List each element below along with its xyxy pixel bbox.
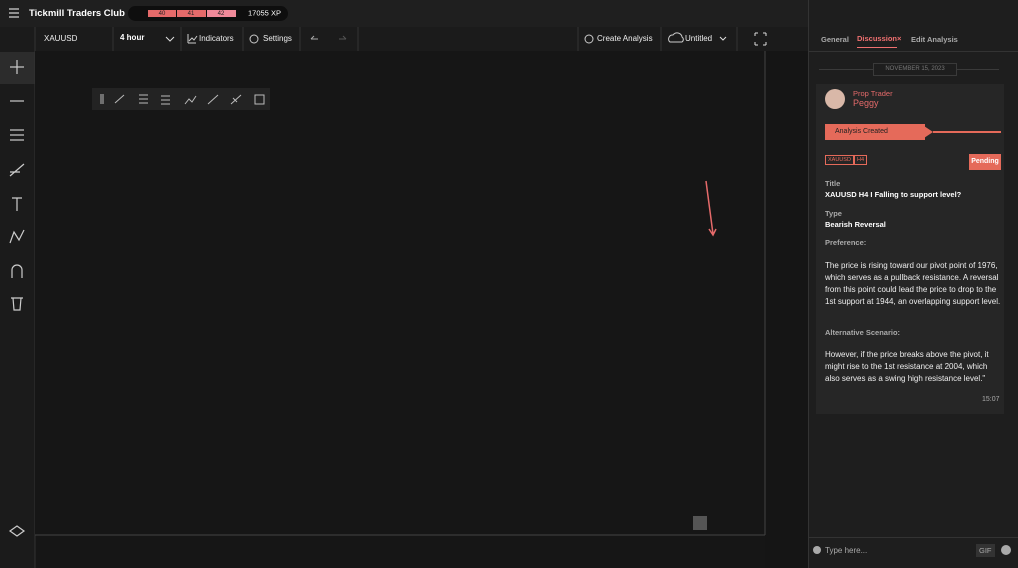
tab-active[interactable]: Discussion	[857, 34, 898, 48]
tag: H4	[854, 155, 868, 165]
cloud-icon[interactable]	[668, 32, 684, 43]
chart-app: Tickmill Traders Club 40 41 42 17055 XP …	[0, 6, 808, 568]
menu-icon[interactable]	[9, 8, 19, 18]
level-bar	[207, 10, 236, 17]
tools[interactable]	[8, 60, 26, 537]
dropdown-icon[interactable]	[719, 36, 727, 41]
emoji-button[interactable]	[1001, 545, 1011, 555]
tabs: General Discussion × Edit Analysis	[809, 27, 1018, 52]
date: NOVEMBER 15, 2023	[873, 63, 957, 76]
side-panel: General Discussion × Edit Analysis NOVEM…	[808, 0, 1018, 568]
gif-button[interactable]: GIF	[976, 544, 995, 557]
create-icon[interactable]	[584, 34, 594, 44]
event-line	[933, 131, 1001, 133]
time: 15:07	[982, 396, 1000, 403]
redo[interactable]	[339, 35, 347, 40]
tab[interactable]: General	[821, 35, 849, 44]
type-label: Type	[825, 209, 842, 218]
projection-arrow	[705, 180, 717, 237]
settings-icon[interactable]	[249, 34, 259, 44]
message-card: Prop Trader Peggy Analysis Created XAUUS…	[816, 84, 1004, 414]
preference: The price is rising toward our pivot poi…	[825, 261, 1001, 306]
event: Analysis Created	[825, 124, 925, 140]
level: 41	[188, 11, 195, 17]
user: Peggy	[853, 98, 879, 108]
alert-button[interactable]	[693, 516, 707, 530]
fullscreen[interactable]	[754, 32, 767, 46]
tag: XAUUSD	[825, 155, 854, 165]
event-arrow	[921, 124, 933, 140]
level-bar	[177, 10, 206, 17]
alt-label: Alternative Scenario:	[825, 328, 901, 337]
level: 42	[218, 11, 225, 17]
create-analysis[interactable]: Create Analysis	[597, 34, 653, 43]
status[interactable]: Pending	[969, 154, 1001, 170]
undo[interactable]	[310, 35, 318, 40]
tab-close[interactable]: ×	[897, 34, 902, 43]
toolbar	[0, 27, 808, 51]
alternative: However, if the price breaks above the p…	[825, 350, 989, 383]
level: 40	[159, 11, 166, 17]
price-axis	[765, 51, 808, 568]
interval[interactable]: 4 hour	[120, 33, 144, 42]
symbol[interactable]: XAUUSD	[44, 34, 78, 43]
drawing-tools[interactable]	[100, 94, 265, 105]
role: Prop Trader	[853, 89, 893, 98]
add-button[interactable]	[813, 546, 821, 554]
divider	[809, 537, 1018, 538]
tab[interactable]: Edit Analysis	[911, 35, 958, 44]
indicators-icon[interactable]	[187, 34, 198, 44]
avatar	[825, 89, 845, 109]
dropdown-icon[interactable]	[165, 36, 175, 42]
title-label: Title	[825, 179, 841, 188]
layout-name[interactable]: Untitled	[685, 34, 712, 43]
app-title: Tickmill Traders Club	[29, 8, 125, 19]
message-input[interactable]: Type here...	[825, 546, 868, 555]
xp: 17055 XP	[248, 8, 281, 17]
analysis-type: Bearish Reversal	[825, 220, 886, 229]
preference-label: Preference:	[825, 238, 867, 247]
analysis-title: XAUUSD H4 I Falling to support level?	[825, 190, 962, 199]
drawing-toolbar	[92, 88, 270, 110]
indicators[interactable]: Indicators	[199, 34, 234, 43]
settings[interactable]: Settings	[263, 34, 292, 43]
level-bar	[148, 10, 176, 17]
plot-area	[35, 51, 765, 535]
